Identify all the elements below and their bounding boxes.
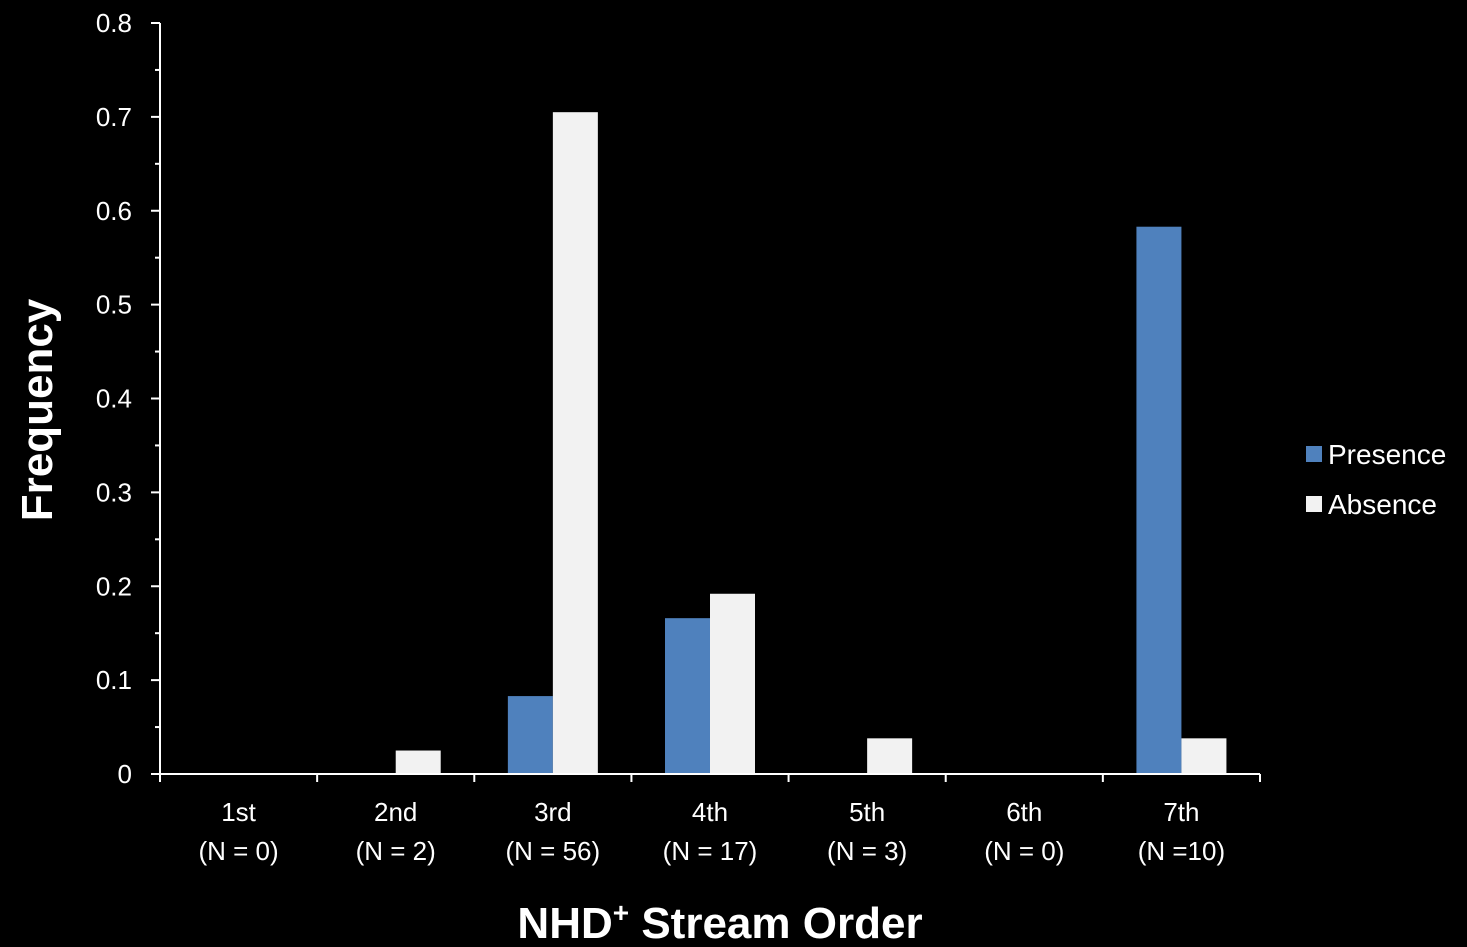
x-axis-title: NHD+ Stream Order	[517, 897, 922, 947]
x-category-sublabel: (N = 3)	[827, 836, 907, 866]
x-axis-title-main: NHD	[517, 899, 612, 947]
x-axis-title-rest: Stream Order	[629, 899, 922, 947]
x-category-labels: 1st (N = 0) 2nd (N = 2) 3rd (N = 56) 4th (N = 1…	[198, 797, 1225, 866]
bar-presence-7th	[1136, 226, 1182, 775]
x-category-label: 5th	[849, 797, 885, 827]
x-category-sublabel: (N = 0)	[198, 836, 278, 866]
y-tick-labels: 0 0.1 0.2 0.3 0.4 0.5 0.6 0.7 0.8	[96, 8, 132, 789]
x-category-label: 3rd	[534, 797, 572, 827]
x-category-sublabel: (N = 56)	[506, 836, 601, 866]
x-axis-title-superscript: +	[613, 897, 629, 928]
y-tick-label: 0.7	[96, 102, 132, 132]
legend-swatch-absence	[1306, 496, 1322, 512]
y-tick-label: 0.6	[96, 196, 132, 226]
bar-absence-5th	[867, 738, 913, 774]
y-tick-label: 0.5	[96, 290, 132, 320]
y-tick-label: 0.4	[96, 384, 132, 414]
bar-absence-7th	[1181, 738, 1227, 774]
x-category-sublabel: (N = 2)	[356, 836, 436, 866]
bar-presence-4th	[665, 618, 710, 774]
x-category-label: 6th	[1006, 797, 1042, 827]
bar-absence-3rd	[552, 112, 598, 774]
x-category-label: 7th	[1163, 797, 1199, 827]
y-tick-label: 0	[118, 759, 132, 789]
y-tick-label: 0.8	[96, 8, 132, 38]
legend: Presence Absence	[1306, 439, 1446, 520]
y-tick-label: 0.3	[96, 477, 132, 507]
legend-label-absence: Absence	[1328, 489, 1437, 520]
x-category-label: 1st	[221, 797, 256, 827]
bar-absence-4th	[710, 593, 755, 774]
y-tick-label: 0.2	[96, 571, 132, 601]
y-axis-title: Frequency	[13, 298, 62, 521]
bar-presence-3rd	[507, 696, 553, 774]
x-category-sublabel: (N =10)	[1138, 836, 1225, 866]
x-category-label: 2nd	[374, 797, 417, 827]
x-category-sublabel: (N = 17)	[663, 836, 758, 866]
bar-absence-2nd	[395, 750, 441, 774]
legend-swatch-presence	[1306, 446, 1322, 462]
axes-group	[151, 22, 1261, 782]
bars-group	[395, 112, 1227, 775]
y-tick-label: 0.1	[96, 665, 132, 695]
legend-label-presence: Presence	[1328, 439, 1446, 470]
x-category-sublabel: (N = 0)	[984, 836, 1064, 866]
x-category-label: 4th	[692, 797, 728, 827]
